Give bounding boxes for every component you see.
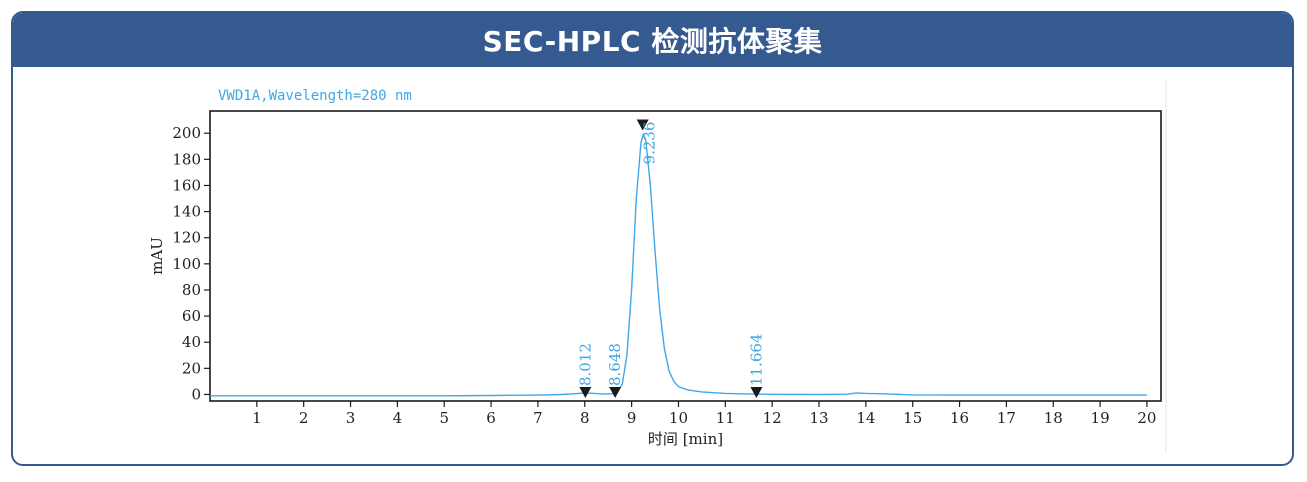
- x-tick-label: 19: [1091, 409, 1110, 427]
- x-axis-label: 时间 [min]: [648, 430, 723, 448]
- y-tick-label: 180: [172, 150, 201, 168]
- y-tick-label: 120: [172, 229, 201, 247]
- x-tick-label: 13: [809, 409, 828, 427]
- peak-marker: [579, 387, 592, 398]
- x-tick-label: 5: [439, 409, 449, 427]
- panel-title: SEC-HPLC 检测抗体聚集: [13, 13, 1292, 67]
- x-tick-label: 20: [1137, 409, 1156, 427]
- peak-label: 8.648: [606, 343, 624, 386]
- x-tick-label: 7: [533, 409, 543, 427]
- y-tick-label: 140: [172, 203, 201, 221]
- x-tick-label: 3: [346, 409, 356, 427]
- y-tick-label: 200: [172, 124, 201, 142]
- x-tick-label: 17: [997, 409, 1016, 427]
- x-tick-label: 10: [669, 409, 688, 427]
- x-tick-label: 2: [299, 409, 309, 427]
- y-tick-label: 100: [172, 255, 201, 273]
- y-tick-label: 60: [182, 307, 201, 325]
- signal-label: VWD1A,Wavelength=280 nm: [218, 88, 412, 104]
- chromatogram-trace: [210, 132, 1147, 397]
- plot-frame: [209, 110, 1162, 402]
- y-tick-label: 40: [182, 333, 201, 351]
- x-tick-label: 8: [580, 409, 590, 427]
- x-tick-label: 1: [252, 409, 262, 427]
- x-tick-label: 15: [903, 409, 922, 427]
- peak-label: 9.236: [641, 122, 659, 165]
- y-tick-label: 0: [191, 385, 201, 403]
- x-tick-label: 6: [486, 409, 496, 427]
- chart-panel: SEC-HPLC 检测抗体聚集: [11, 11, 1294, 466]
- peak-marker: [609, 387, 622, 398]
- x-tick-label: 12: [763, 409, 782, 427]
- y-tick-label: 160: [172, 176, 201, 194]
- peak-marker: [636, 119, 649, 131]
- peak-label: 8.012: [576, 343, 594, 386]
- x-tick-label: 11: [716, 409, 735, 427]
- y-tick-label: 20: [182, 359, 201, 377]
- x-tick-label: 14: [856, 409, 875, 427]
- y-axis-label: mAU: [148, 237, 166, 275]
- x-tick-label: 4: [393, 409, 403, 427]
- peak-marker: [750, 387, 763, 398]
- y-tick-label: 80: [182, 281, 201, 299]
- x-tick-label: 16: [950, 409, 969, 427]
- x-tick-label: 9: [627, 409, 637, 427]
- peak-label: 11.664: [747, 334, 765, 387]
- x-tick-label: 18: [1044, 409, 1063, 427]
